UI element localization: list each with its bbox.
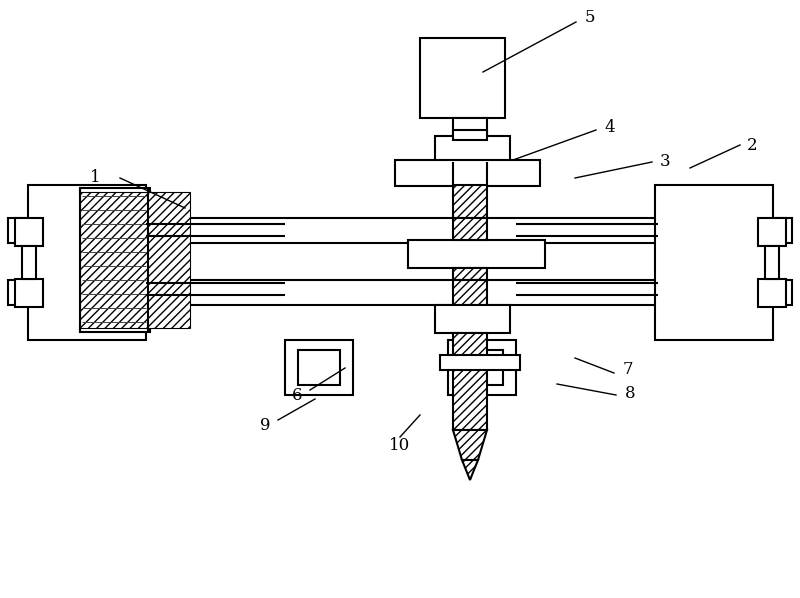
Bar	[435, 305, 510, 333]
Bar	[408, 240, 545, 268]
Text: 6: 6	[292, 386, 302, 404]
Bar	[80, 188, 150, 194]
Bar	[8, 218, 792, 243]
Bar	[440, 355, 520, 370]
Bar	[758, 279, 786, 307]
Text: 9: 9	[260, 417, 270, 435]
Text: 8: 8	[625, 385, 635, 401]
Polygon shape	[453, 358, 487, 430]
Text: 1: 1	[90, 169, 100, 187]
Bar	[28, 185, 146, 340]
Bar	[395, 160, 540, 186]
Bar	[285, 340, 353, 395]
Bar	[15, 279, 43, 307]
Polygon shape	[453, 280, 487, 305]
Bar	[655, 185, 773, 340]
Text: 10: 10	[390, 437, 410, 453]
Bar	[80, 326, 150, 332]
Bar	[453, 118, 487, 136]
Polygon shape	[453, 185, 487, 218]
Bar	[765, 246, 779, 279]
Text: 7: 7	[622, 362, 634, 379]
Polygon shape	[453, 430, 487, 460]
Bar	[448, 340, 516, 395]
Bar	[420, 38, 505, 118]
Bar	[461, 350, 503, 385]
Bar	[22, 246, 36, 279]
Polygon shape	[462, 460, 478, 480]
Polygon shape	[453, 333, 487, 358]
Polygon shape	[453, 218, 487, 240]
Bar	[15, 218, 43, 246]
Bar	[758, 218, 786, 246]
Bar	[435, 136, 510, 164]
Text: 3: 3	[660, 154, 670, 170]
Bar	[453, 130, 487, 140]
Polygon shape	[453, 268, 487, 280]
Bar	[8, 280, 792, 305]
Text: 2: 2	[746, 136, 758, 154]
Text: 4: 4	[605, 120, 615, 136]
Polygon shape	[80, 192, 190, 328]
Text: 5: 5	[585, 10, 595, 26]
Bar	[298, 350, 340, 385]
